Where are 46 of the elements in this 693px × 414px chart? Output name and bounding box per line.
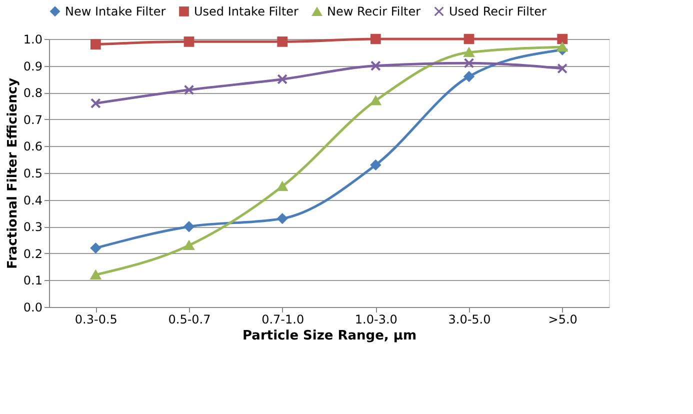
legend-label: New Intake Filter — [65, 4, 166, 18]
y-tick-label: 0.7 — [23, 112, 42, 127]
point — [184, 84, 194, 96]
point — [464, 34, 474, 44]
y-tick-label: 0.0 — [23, 300, 42, 314]
point — [370, 160, 381, 170]
point — [464, 71, 474, 82]
legend-label: Used Recir Filter — [449, 4, 546, 18]
point — [184, 36, 194, 47]
point — [557, 42, 568, 52]
y-tick-label: 0.8 — [23, 86, 42, 100]
y-tick-label: 0.5 — [23, 166, 42, 180]
point — [184, 221, 194, 232]
point — [370, 34, 381, 44]
point — [90, 242, 101, 254]
point — [90, 270, 101, 280]
point — [464, 58, 474, 68]
point — [557, 34, 568, 44]
y-tick-label: 0.3 — [23, 220, 42, 234]
point — [557, 63, 568, 74]
y-tick-label: 1.0 — [23, 32, 42, 46]
point — [277, 182, 288, 192]
point — [370, 60, 381, 71]
point — [277, 213, 288, 224]
point — [277, 74, 288, 84]
x-tick-label: 3.0-5.0 — [448, 312, 491, 326]
y-tick-label: 0.4 — [23, 193, 42, 208]
x-tick-label: 0.7-1.0 — [262, 312, 304, 326]
point — [464, 48, 474, 58]
y-tick-label: 0.9 — [23, 59, 42, 74]
x-axis-title: Particle Size Range, µm — [242, 328, 417, 344]
y-tick-label: 0.6 — [23, 140, 42, 154]
point — [184, 240, 194, 250]
point — [90, 39, 101, 50]
point — [370, 96, 381, 106]
y-tick-label: 0.1 — [23, 274, 42, 288]
y-axis-title: Fractional Filter Efficiency — [5, 77, 20, 270]
legend-label: Used Intake Filter — [194, 4, 299, 18]
point — [90, 98, 101, 109]
x-tick-label: 1.0-3.0 — [354, 312, 398, 326]
point — [277, 36, 288, 47]
legend-label: New Recir Filter — [327, 4, 421, 19]
y-tick-label: 0.2 — [23, 246, 42, 261]
x-tick-label: 0.5-0.7 — [168, 312, 211, 326]
x-tick-label: 0.3-0.5 — [74, 312, 118, 326]
x-tick-label: >5.0 — [548, 312, 578, 326]
